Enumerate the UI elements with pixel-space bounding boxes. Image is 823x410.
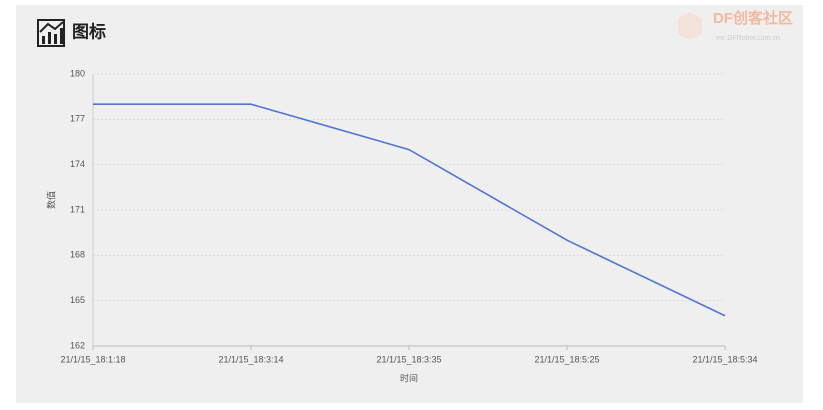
- x-tick-label: 21/1/15_18:3:14: [218, 354, 283, 364]
- watermark-logo: [678, 12, 702, 40]
- y-tick-label: 162: [70, 340, 85, 350]
- x-tick-label: 21/1/15_18:5:34: [692, 354, 757, 364]
- y-tick-label: 171: [70, 204, 85, 214]
- y-tick-label: 168: [70, 250, 85, 260]
- panel: [16, 5, 803, 403]
- panel-title: 图标: [72, 21, 106, 41]
- x-tick-label: 21/1/15_18:3:35: [376, 354, 441, 364]
- data-line: [93, 103, 726, 317]
- x-tick-label: 21/1/15_18:5:25: [534, 354, 599, 364]
- chart-icon: [37, 19, 65, 47]
- x-tick-label: 21/1/15_18:1:18: [60, 354, 125, 364]
- watermark: DF创客社区: [713, 9, 793, 27]
- y-tick-label: 177: [70, 114, 85, 124]
- y-tick-label: 165: [70, 295, 85, 305]
- y-tick-label: 174: [70, 159, 85, 169]
- x-axis-label: 时间: [400, 372, 418, 383]
- y-axis-label: 数值: [45, 191, 56, 209]
- y-tick-label: 180: [70, 68, 85, 78]
- watermark-url: mc.DFRobot.com.cn: [716, 35, 780, 42]
